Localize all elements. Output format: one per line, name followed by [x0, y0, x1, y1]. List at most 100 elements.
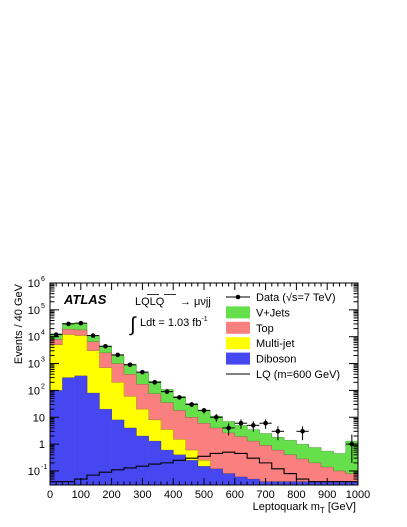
bar-top-22: [321, 467, 334, 485]
data-point: [210, 414, 223, 422]
process-label: LQLQ → μνjj: [135, 294, 211, 308]
legend-entry: Data (√s=7 TeV): [226, 292, 336, 304]
x-tick-label: 400: [164, 489, 182, 501]
legend-entry: Multi-jet: [226, 337, 295, 350]
y-axis-label: Events / 40 GeV: [13, 283, 25, 364]
data-point: [173, 395, 186, 400]
legend-marker: [235, 294, 241, 300]
data-point: [234, 419, 248, 429]
data-point: [247, 421, 260, 432]
stack-outline-2: [50, 334, 358, 482]
bar-top-17: [259, 445, 273, 485]
data-point: [99, 343, 112, 349]
data-marker: [250, 423, 256, 428]
data-marker: [275, 428, 281, 434]
bar-diboson-9: [160, 450, 174, 485]
x-axis-label-subscript: T: [320, 506, 325, 515]
x-tick-label: 300: [133, 489, 151, 501]
bar-top-16: [247, 441, 260, 485]
data-marker: [300, 428, 305, 434]
y-tick-label: 10: [28, 359, 40, 371]
data-point: [296, 426, 309, 441]
data-marker: [214, 414, 219, 420]
y-tick-label: 1: [39, 439, 45, 451]
data-marker: [164, 389, 170, 394]
bar-top-14: [222, 432, 236, 485]
stacked-histograms: [50, 322, 359, 485]
bar-top-21: [308, 462, 322, 485]
data-point: [62, 321, 75, 327]
legend-label: LQ (m=600 GeV): [256, 369, 340, 381]
data-marker: [263, 420, 268, 426]
bar-diboson-7: [136, 436, 149, 485]
x-tick-label: 500: [195, 489, 213, 501]
y-tick-label: 10: [28, 466, 40, 478]
process-label-left: LQLQ: [135, 296, 165, 308]
bar-diboson-3: [86, 393, 100, 485]
x-axis-label: Leptoquark mT [GeV]: [253, 501, 356, 515]
data-marker: [201, 408, 207, 413]
x-tick-label: 900: [318, 489, 336, 501]
legend-swatch: [226, 321, 250, 334]
bar-top-20: [296, 458, 310, 485]
bar-diboson-5: [111, 419, 125, 485]
bar-diboson-4: [99, 409, 112, 485]
atlas-label: ATLAS: [63, 292, 107, 307]
data-point: [271, 426, 285, 441]
legend-label: Diboson: [256, 354, 296, 366]
data-marker: [152, 380, 158, 385]
signal-histogram: [50, 451, 358, 483]
bar-diboson-14: [222, 473, 236, 485]
data-marker: [115, 352, 121, 358]
legend: Data (√s=7 TeV) V+Jets Top Multi-jet Diboson…: [226, 292, 340, 381]
bar-top-24: [345, 473, 359, 485]
plot-area: 0 100 200 300 400 500 600 700 800 900 1000 10 -1110…: [28, 276, 370, 501]
stack-outline-1: [50, 328, 358, 474]
data-point: [148, 380, 161, 385]
integral-sign: ∫: [129, 314, 137, 336]
data-point: [50, 332, 63, 337]
signal-line: [50, 451, 358, 483]
bar-diboson-10: [173, 454, 186, 485]
bar-diboson-6: [123, 427, 137, 485]
x-tick-label: 200: [102, 489, 120, 501]
legend-label: Multi-jet: [256, 338, 295, 350]
data-point: [74, 320, 87, 326]
y-tick-exponent: -1: [41, 464, 47, 471]
data-marker: [189, 402, 194, 407]
x-tick-label: 600: [226, 489, 244, 501]
data-marker: [226, 425, 231, 431]
data-point: [136, 369, 149, 375]
data-marker: [90, 333, 96, 338]
bar-top-15: [234, 436, 248, 485]
bar-diboson-12: [197, 466, 211, 485]
data-marker: [78, 320, 84, 326]
x-tick-label: 700: [256, 489, 274, 501]
x-tick-label: 800: [287, 489, 305, 501]
bar-diboson-13: [210, 468, 223, 485]
legend-label: Top: [256, 323, 274, 335]
legend-swatch: [226, 337, 250, 350]
data-point: [222, 423, 235, 436]
legend-label: V+Jets: [256, 307, 290, 319]
x-tick-label: 100: [72, 489, 90, 501]
data-marker: [140, 369, 145, 375]
data-marker: [103, 343, 108, 349]
data-point: [160, 389, 174, 394]
legend-entry: LQ (m=600 GeV): [226, 369, 340, 381]
y-tick-label: 10: [28, 332, 40, 344]
bar-diboson-8: [148, 441, 162, 485]
data-point: [86, 333, 100, 338]
luminosity-exponent: -1: [201, 316, 207, 323]
legend-swatch: [226, 352, 250, 365]
y-tick-exponent: 2: [41, 383, 45, 390]
data-marker: [53, 332, 59, 337]
bar-diboson-15: [234, 476, 248, 485]
x-tick-label: 1000: [346, 489, 370, 501]
data-marker: [127, 362, 133, 368]
bar-top-18: [271, 450, 285, 485]
y-tick-exponent: 3: [41, 357, 45, 364]
bar-top-19: [284, 454, 297, 485]
data-point: [197, 407, 211, 414]
